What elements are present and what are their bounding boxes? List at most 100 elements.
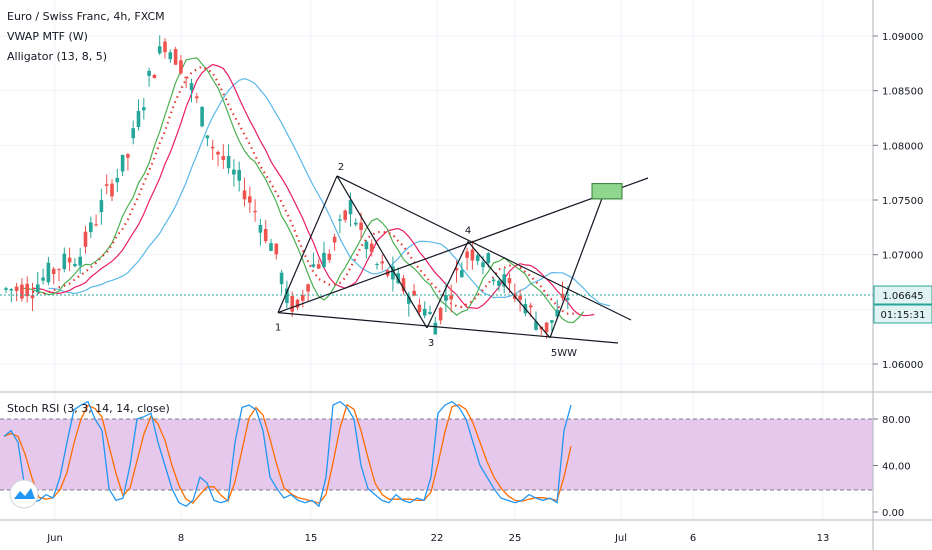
- wave-leg: [467, 241, 551, 339]
- candle-body: [332, 236, 337, 243]
- candle-body: [73, 264, 77, 267]
- wolfe-wave-pattern[interactable]: 1 2 3 4 5WW: [275, 162, 649, 359]
- candle-body: [9, 289, 14, 291]
- time-axis[interactable]: Jun 8 15 22 25 Jul 6 13: [46, 533, 829, 544]
- candle-body: [475, 255, 480, 261]
- candle-body: [195, 96, 199, 99]
- countdown-tag: [873, 304, 932, 324]
- candle-body: [518, 295, 522, 301]
- candle-body: [78, 256, 82, 266]
- wave-point-label: 4: [465, 226, 471, 237]
- target-zone-box: [591, 183, 623, 200]
- candle-body: [295, 299, 300, 308]
- time-tick-label: 6: [690, 533, 696, 544]
- candle-body: [142, 107, 146, 111]
- stoch-tick-label: 0.00: [882, 508, 904, 519]
- candle-body: [311, 264, 316, 267]
- candle-body: [205, 135, 210, 139]
- candle-body: [380, 261, 385, 264]
- candle-body: [359, 222, 363, 230]
- candle-body: [454, 268, 459, 271]
- time-tick-label: Jun: [46, 533, 63, 544]
- candle-body: [497, 280, 501, 286]
- candle-body: [528, 305, 533, 308]
- candle-body: [354, 222, 358, 225]
- candle-body: [232, 169, 236, 175]
- candle-body: [253, 210, 257, 213]
- candle-body: [285, 288, 289, 304]
- price-tick-label: 1.08500: [882, 87, 923, 98]
- candle-body: [364, 241, 369, 250]
- candle-body: [4, 288, 8, 290]
- candle-body: [104, 184, 109, 186]
- candle-body: [375, 263, 379, 265]
- candle-body: [422, 308, 427, 316]
- candle-body: [550, 320, 554, 323]
- last-price-tag: [873, 285, 932, 305]
- time-tick-label: 8: [178, 533, 184, 544]
- countdown-label: 01:15:31: [881, 310, 926, 321]
- candle-body: [348, 200, 353, 215]
- candle-body: [152, 74, 157, 79]
- candle-body: [147, 70, 151, 76]
- stoch-axis[interactable]: 0.00 40.00 80.00: [873, 415, 911, 519]
- candle-body: [465, 251, 469, 258]
- candle-body: [136, 110, 141, 128]
- price-tick-label: 1.07500: [882, 196, 923, 207]
- candle-body: [83, 231, 88, 247]
- candle-body: [30, 295, 35, 299]
- stoch-rsi-title[interactable]: Stoch RSI (3, 3, 14, 14, close): [7, 402, 170, 415]
- last-price-label: 1.06645: [882, 291, 923, 302]
- candle-body: [428, 312, 432, 314]
- stoch-tick-label: 40.00: [882, 462, 911, 473]
- candle-body: [316, 264, 321, 269]
- candle-body: [189, 83, 194, 91]
- wave-point-label: 5WW: [551, 348, 577, 359]
- candle-body: [460, 270, 464, 278]
- candle-body: [221, 156, 226, 160]
- candle-body: [14, 286, 19, 291]
- candle-body: [444, 295, 448, 301]
- chart-title[interactable]: Euro / Swiss Franc, 4h, FXCM: [7, 10, 165, 23]
- wave-point-label: 1: [275, 323, 281, 334]
- indicator-alligator-label[interactable]: Alligator (13, 8, 5): [7, 50, 107, 63]
- candle-body: [566, 297, 570, 300]
- candle-body: [173, 49, 178, 65]
- wave-leg: [426, 241, 469, 329]
- indicator-vwap-label[interactable]: VWAP MTF (W): [7, 30, 88, 43]
- candle-body: [327, 253, 332, 260]
- price-tick-label: 1.06000: [882, 360, 923, 371]
- stoch-d-line: [3, 403, 572, 504]
- candle-body: [274, 243, 279, 255]
- candle-body: [343, 210, 347, 220]
- candle-body: [301, 295, 305, 301]
- candle-body: [481, 262, 485, 268]
- candle-body: [507, 278, 512, 284]
- stoch-tick-label: 80.00: [882, 415, 911, 426]
- tradingview-logo-icon: [9, 479, 39, 509]
- wave-point-label: 2: [338, 162, 344, 173]
- wave-leg: [277, 175, 338, 313]
- time-tick-label: 22: [431, 533, 444, 544]
- time-tick-label: 25: [509, 533, 522, 544]
- candle-body: [449, 295, 453, 300]
- stoch-rsi-lines: [3, 400, 572, 508]
- candle-body: [168, 52, 173, 60]
- candle-body: [237, 169, 241, 181]
- price-tick-label: 1.09000: [882, 32, 923, 43]
- candle-body: [36, 284, 40, 293]
- candle-body: [179, 60, 183, 74]
- wave-point-label: 3: [428, 338, 434, 349]
- candle-body: [163, 41, 167, 53]
- candle-body: [534, 321, 538, 330]
- candle-body: [279, 272, 284, 285]
- candle-body: [157, 46, 162, 54]
- candle-body: [184, 76, 188, 79]
- alligator-lips-line: [21, 57, 585, 324]
- candle-body: [20, 284, 24, 299]
- candle-body: [67, 257, 72, 263]
- candle-body: [258, 225, 263, 233]
- candle-body: [306, 284, 310, 292]
- candle-body: [263, 228, 268, 242]
- wave-leg: [336, 175, 428, 329]
